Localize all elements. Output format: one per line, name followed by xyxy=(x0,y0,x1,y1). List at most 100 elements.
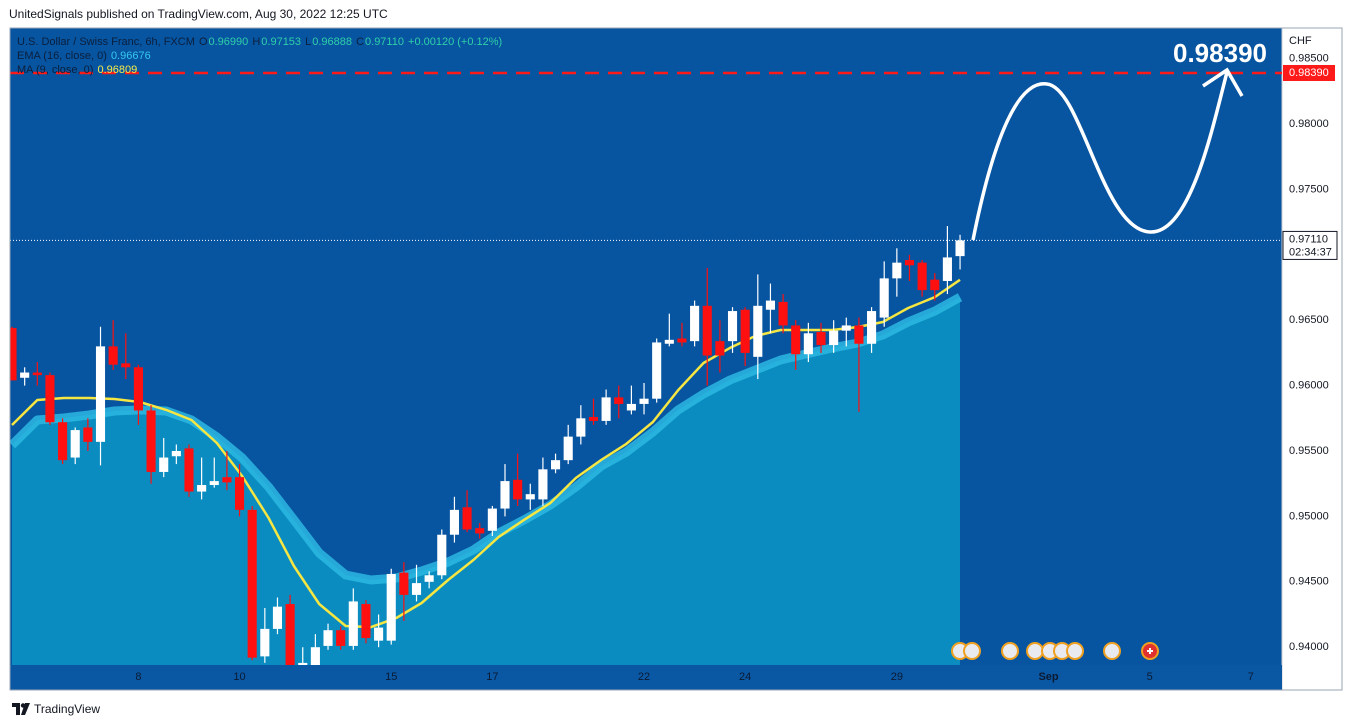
candle-body xyxy=(639,398,649,404)
candle-body xyxy=(95,346,106,442)
last-price-box xyxy=(1282,230,1338,260)
event-icons xyxy=(951,642,1159,660)
event-icon xyxy=(963,642,981,660)
candle-body xyxy=(652,342,662,399)
candle-body xyxy=(626,403,636,411)
y-tick-label: 0.95000 xyxy=(1289,510,1329,522)
candle-body xyxy=(930,279,940,291)
candle-body xyxy=(892,262,902,279)
candle-body xyxy=(487,508,497,531)
candle-body xyxy=(348,601,358,646)
candle-body xyxy=(70,430,80,458)
candle-body xyxy=(272,606,283,629)
y-axis-unit: CHF xyxy=(1289,35,1312,47)
ohlc-label: C xyxy=(356,36,365,48)
event-icon xyxy=(1066,642,1084,660)
candle-body xyxy=(424,575,434,582)
x-tick-label: 7 xyxy=(1248,671,1254,683)
candle-body xyxy=(159,457,169,472)
candle-body xyxy=(601,397,611,421)
overlay: 0.98500 0.98000 0.97500 0.96500 0.96000 0.955… xyxy=(135,35,1338,683)
legend-value: 0.96809 xyxy=(97,64,138,76)
ohlc-value: 0.96888 xyxy=(312,36,352,48)
ohlc-label: L xyxy=(305,36,312,48)
candle-body xyxy=(500,481,510,509)
candle-body xyxy=(83,427,93,442)
y-tick-label: 0.94500 xyxy=(1289,576,1329,588)
tradingview-logo xyxy=(12,703,30,715)
candle-body xyxy=(437,534,447,576)
candle-body xyxy=(791,325,801,355)
x-tick-label: 24 xyxy=(739,671,751,683)
candle-body xyxy=(740,309,750,353)
candle-body xyxy=(58,422,68,461)
candle-body xyxy=(10,328,17,381)
chart-frame xyxy=(9,27,1343,691)
candle-body xyxy=(588,417,599,421)
ohlc-value: 0.96990 xyxy=(208,36,249,48)
ohlc-value: 0.97153 xyxy=(261,36,302,48)
candle-body xyxy=(816,331,826,346)
target-price-box xyxy=(1283,64,1335,81)
candle-body xyxy=(197,485,207,492)
y-tick-label: 0.98500 xyxy=(1289,53,1329,65)
candle-body xyxy=(702,305,712,356)
time-axis-panel xyxy=(10,665,1282,690)
candle-body xyxy=(462,507,472,530)
candle-body xyxy=(854,325,864,344)
candle-body xyxy=(146,410,156,472)
candle-body xyxy=(133,367,143,411)
legend-row: EMA (16, close, 0) 0.96676 xyxy=(17,49,503,63)
candle-body xyxy=(361,604,371,639)
y-tick-label: 0.94000 xyxy=(1289,641,1329,653)
candle-body xyxy=(942,257,952,281)
ohlc-value: 0.97110 xyxy=(365,36,404,48)
countdown-label: 02:34:37 xyxy=(1289,246,1332,258)
candle-body xyxy=(879,278,889,318)
publisher-header: UnitedSignals published on TradingView.c… xyxy=(9,7,388,21)
legend-entry: MA (9, close, 0) xyxy=(17,64,94,76)
x-tick-label: 10 xyxy=(233,671,245,683)
event-icon xyxy=(1001,642,1019,660)
ma-line xyxy=(11,278,961,629)
change-value: +0.00120 (+0.12%) xyxy=(408,36,503,48)
symbol-title: U.S. Dollar / Swiss Franc, 6h, FXCM xyxy=(17,36,195,48)
candle-body xyxy=(449,509,459,535)
candle-body xyxy=(538,469,548,500)
candle-body xyxy=(399,572,409,595)
candle-body xyxy=(298,662,308,665)
legend: U.S. Dollar / Swiss Franc, 6h, FXCM O0.9… xyxy=(17,35,503,77)
candle-body xyxy=(260,628,270,657)
candle-body xyxy=(222,477,232,483)
footer-brand: TradingView xyxy=(34,702,101,716)
candle-body xyxy=(904,260,915,266)
candle-body xyxy=(715,341,725,356)
logo-shape xyxy=(21,703,30,715)
candle-body xyxy=(955,240,965,257)
x-tick-label: 5 xyxy=(1147,671,1153,683)
candle-body xyxy=(525,494,535,500)
target-annotation: 0.98390 xyxy=(1173,38,1267,68)
x-tick-label: 22 xyxy=(638,671,650,683)
candle-body xyxy=(690,305,700,342)
candle-body xyxy=(841,325,851,331)
forecast-arrow-head xyxy=(1202,67,1244,97)
candle-body xyxy=(551,460,561,470)
ohlc-label: O xyxy=(198,36,208,48)
x-tick-label: 17 xyxy=(486,671,498,683)
candle-body xyxy=(336,630,346,646)
candle-body xyxy=(614,397,624,404)
candle-body xyxy=(209,481,219,486)
swiss-cross xyxy=(1147,648,1153,654)
legend-row: U.S. Dollar / Swiss Franc, 6h, FXCM O0.9… xyxy=(17,35,503,49)
candle-body xyxy=(803,333,813,355)
y-tick-label: 0.96500 xyxy=(1289,314,1329,326)
last-price-label: 0.97110 xyxy=(1289,233,1328,245)
price-axis-panel xyxy=(1281,27,1343,691)
legend-value: 0.96676 xyxy=(110,50,151,62)
candle-body xyxy=(765,300,775,310)
y-tick-label: 0.95500 xyxy=(1289,445,1329,457)
candle-body xyxy=(867,311,877,344)
